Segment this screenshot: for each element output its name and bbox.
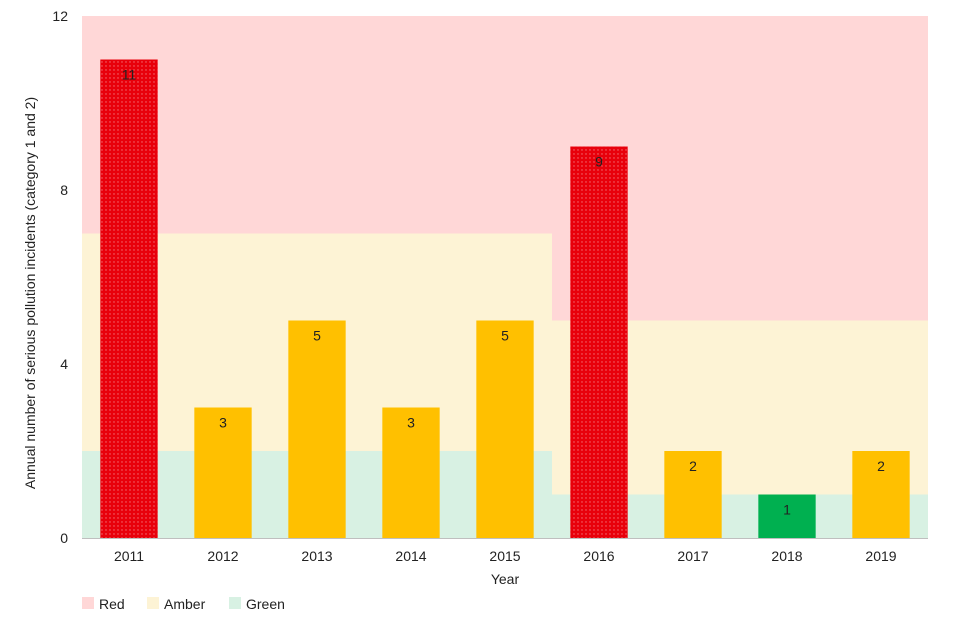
x-tick-label: 2015 bbox=[489, 548, 520, 564]
data-label-2019: 2 bbox=[877, 458, 885, 474]
legend: Red Amber Green bbox=[82, 596, 285, 612]
y-axis: 0 4 8 12 Annual number of serious pollution … bbox=[22, 8, 68, 546]
legend-swatch-red bbox=[82, 597, 94, 609]
x-tick-label: 2013 bbox=[301, 548, 332, 564]
y-axis-title: Annual number of serious pollution incid… bbox=[22, 97, 38, 489]
bar-pattern-2011 bbox=[100, 59, 158, 538]
x-tick-label: 2011 bbox=[114, 548, 144, 564]
bar-2013 bbox=[288, 320, 346, 538]
legend-swatch-amber bbox=[147, 597, 159, 609]
x-tick-label: 2018 bbox=[771, 548, 802, 564]
y-tick-label: 8 bbox=[60, 182, 68, 198]
bar-2017 bbox=[664, 451, 722, 538]
x-axis: 2011 2012 2013 2014 2015 2016 2017 2018 2019 Year bbox=[82, 538, 928, 587]
data-label-2011: 11 bbox=[122, 67, 137, 83]
x-tick-label: 2014 bbox=[395, 548, 426, 564]
x-tick-label: 2012 bbox=[207, 548, 238, 564]
data-label-2015: 5 bbox=[501, 328, 509, 344]
bars: 11 3 5 3 5 9 2 1 2 bbox=[100, 59, 910, 538]
bar-2012 bbox=[194, 407, 252, 538]
bar-2015 bbox=[476, 320, 534, 538]
bar-2014 bbox=[382, 407, 440, 538]
data-label-2012: 3 bbox=[219, 415, 227, 431]
data-label-2016: 9 bbox=[595, 154, 603, 170]
y-tick-label: 12 bbox=[52, 8, 68, 24]
x-axis-title: Year bbox=[491, 571, 520, 587]
x-tick-label: 2016 bbox=[583, 548, 614, 564]
x-tick-label: 2019 bbox=[865, 548, 896, 564]
bar-pattern-2016 bbox=[570, 146, 628, 538]
bar-2018 bbox=[758, 494, 816, 538]
x-tick-label: 2017 bbox=[677, 548, 708, 564]
legend-label-amber: Amber bbox=[164, 596, 206, 612]
legend-swatch-green bbox=[229, 597, 241, 609]
legend-label-green: Green bbox=[246, 596, 285, 612]
y-tick-label: 0 bbox=[60, 530, 68, 546]
data-label-2013: 5 bbox=[313, 328, 321, 344]
y-tick-label: 4 bbox=[60, 356, 68, 372]
data-label-2018: 1 bbox=[783, 502, 791, 518]
data-label-2014: 3 bbox=[407, 415, 415, 431]
data-label-2017: 2 bbox=[689, 458, 697, 474]
red-band-1 bbox=[82, 16, 552, 234]
bar-2019 bbox=[852, 451, 910, 538]
legend-label-red: Red bbox=[99, 596, 125, 612]
